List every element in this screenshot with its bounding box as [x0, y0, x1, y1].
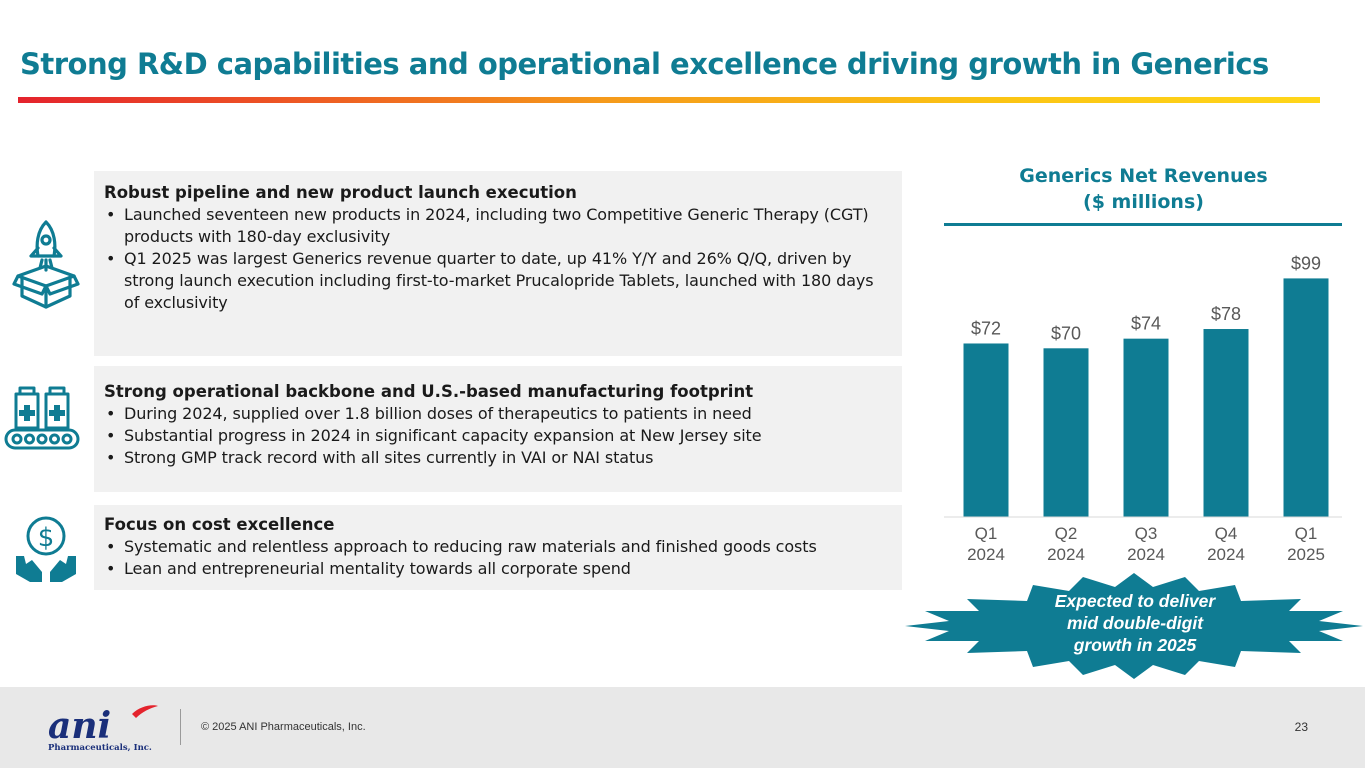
callout-line: mid double-digit — [1066, 613, 1204, 633]
copyright-text: © 2025 ANI Pharmaceuticals, Inc. — [201, 721, 366, 733]
page-number: 23 — [1294, 720, 1308, 734]
x-tick-label: 2024 — [967, 545, 1005, 564]
callout-line: growth in 2025 — [1073, 635, 1197, 655]
bar-q2-2024 — [1043, 348, 1089, 517]
x-tick-label: Q3 — [1135, 524, 1158, 543]
callout-text: Expected to deliver mid double-digit gro… — [1010, 590, 1260, 656]
footer-divider — [180, 709, 181, 745]
panel-operations: Strong operational backbone and U.S.-bas… — [94, 366, 902, 492]
panel-cost: Focus on cost excellence Systematic and … — [94, 505, 902, 590]
bullet-item: Substantial progress in 2024 in signific… — [104, 425, 890, 447]
chart-subtitle: ($ millions) — [1083, 191, 1204, 213]
logo-wordmark: ani — [48, 705, 111, 747]
hands-dollar-icon: $ — [16, 516, 76, 582]
revenue-bar-chart: $72 Q1 2024 $70 Q2 2024 $74 Q3 2024 $78 Q4 2024 $99 Q… — [944, 253, 1342, 564]
data-label: $72 — [971, 318, 1001, 338]
x-tick-label: Q1 — [975, 524, 998, 543]
callout-starburst — [905, 573, 1363, 679]
footer-bar — [0, 687, 1365, 768]
bullet-item: Strong GMP track record with all sites c… — [104, 447, 890, 469]
logo-subtext: Pharmaceuticals, Inc. — [48, 743, 152, 752]
data-label: $99 — [1291, 253, 1321, 273]
bullet-item: During 2024, supplied over 1.8 billion d… — [104, 403, 890, 425]
title-gradient-rule — [18, 97, 1320, 103]
bar-q1-2025 — [1283, 278, 1329, 517]
x-tick-label: Q4 — [1215, 524, 1238, 543]
page-title: Strong R&D capabilities and operational … — [20, 47, 1269, 81]
x-tick-label: 2024 — [1047, 545, 1085, 564]
data-label: $78 — [1211, 304, 1241, 324]
rocket-box-icon — [12, 220, 80, 309]
bar-q4-2024 — [1203, 329, 1249, 517]
bullet-item: Launched seventeen new products in 2024,… — [104, 204, 890, 248]
data-label: $74 — [1131, 314, 1161, 334]
panel-pipeline: Robust pipeline and new product launch e… — [94, 171, 902, 356]
x-tick-label: Q2 — [1055, 524, 1078, 543]
panel-heading: Robust pipeline and new product launch e… — [104, 183, 577, 202]
bar-q1-2024 — [963, 343, 1009, 517]
panel-heading: Strong operational backbone and U.S.-bas… — [104, 382, 754, 401]
chart-title-line: Generics Net Revenues — [1019, 165, 1268, 187]
chart-title: Generics Net Revenues ($ millions) — [945, 163, 1342, 215]
chart-title-rule — [944, 223, 1342, 226]
data-label: $70 — [1051, 323, 1081, 343]
bullet-item: Lean and entrepreneurial mentality towar… — [104, 558, 890, 580]
panel-heading: Focus on cost excellence — [104, 515, 335, 534]
ani-logo: ani Pharmaceuticals, Inc. — [48, 705, 158, 752]
x-tick-label: 2024 — [1127, 545, 1165, 564]
callout-line: Expected to deliver — [1054, 591, 1216, 611]
svg-text:$: $ — [38, 523, 55, 553]
x-tick-label: Q1 — [1295, 524, 1318, 543]
bar-q3-2024 — [1123, 338, 1169, 517]
x-tick-label: 2024 — [1207, 545, 1245, 564]
manufacturing-conveyor-icon — [4, 386, 80, 450]
bullet-item: Q1 2025 was largest Generics revenue qua… — [104, 248, 890, 314]
x-tick-label: 2025 — [1287, 545, 1325, 564]
bullet-item: Systematic and relentless approach to re… — [104, 536, 890, 558]
